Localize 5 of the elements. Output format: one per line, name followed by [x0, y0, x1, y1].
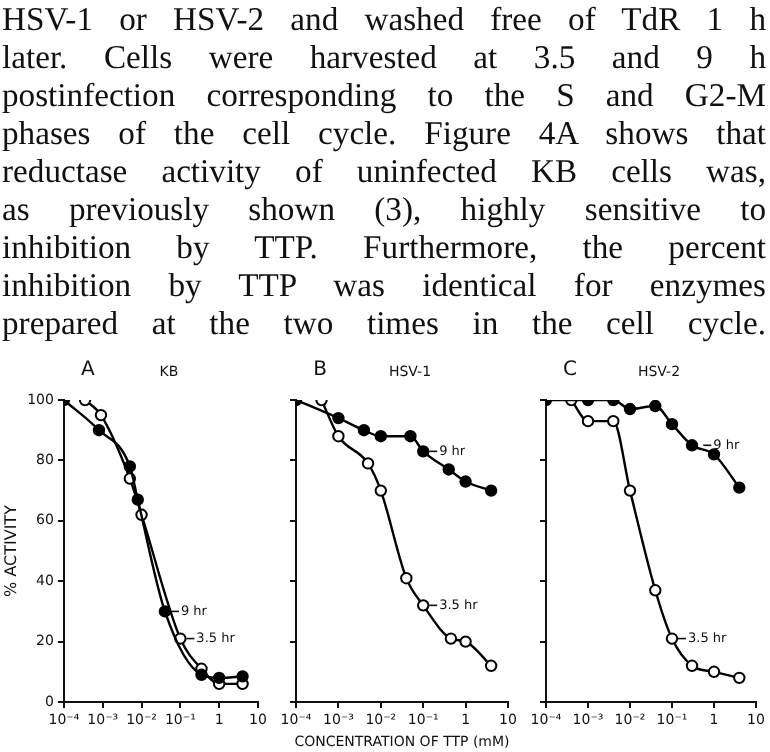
chart-title: B [313, 359, 328, 382]
y-axis-title: % ACTIVITY [1, 504, 20, 597]
chart-title: C [563, 359, 578, 382]
text: HSV-1 or HSV-2 and washed free of TdR 1 h later. Cells were harvested at 3.5 and 9 h postinfection corresponding to the S and G2-M phases of the cell cycle. Figure 4A shows that reductase activity of uninfected KB cells was, as previously shown (3), highly sensitive to inhibition by TTP. Furthermore, the percent inhibition by TTP was identical for enzymes prepared at the two times in the cell cycle. [2, 0, 766, 342]
chart-title: A [81, 359, 96, 382]
